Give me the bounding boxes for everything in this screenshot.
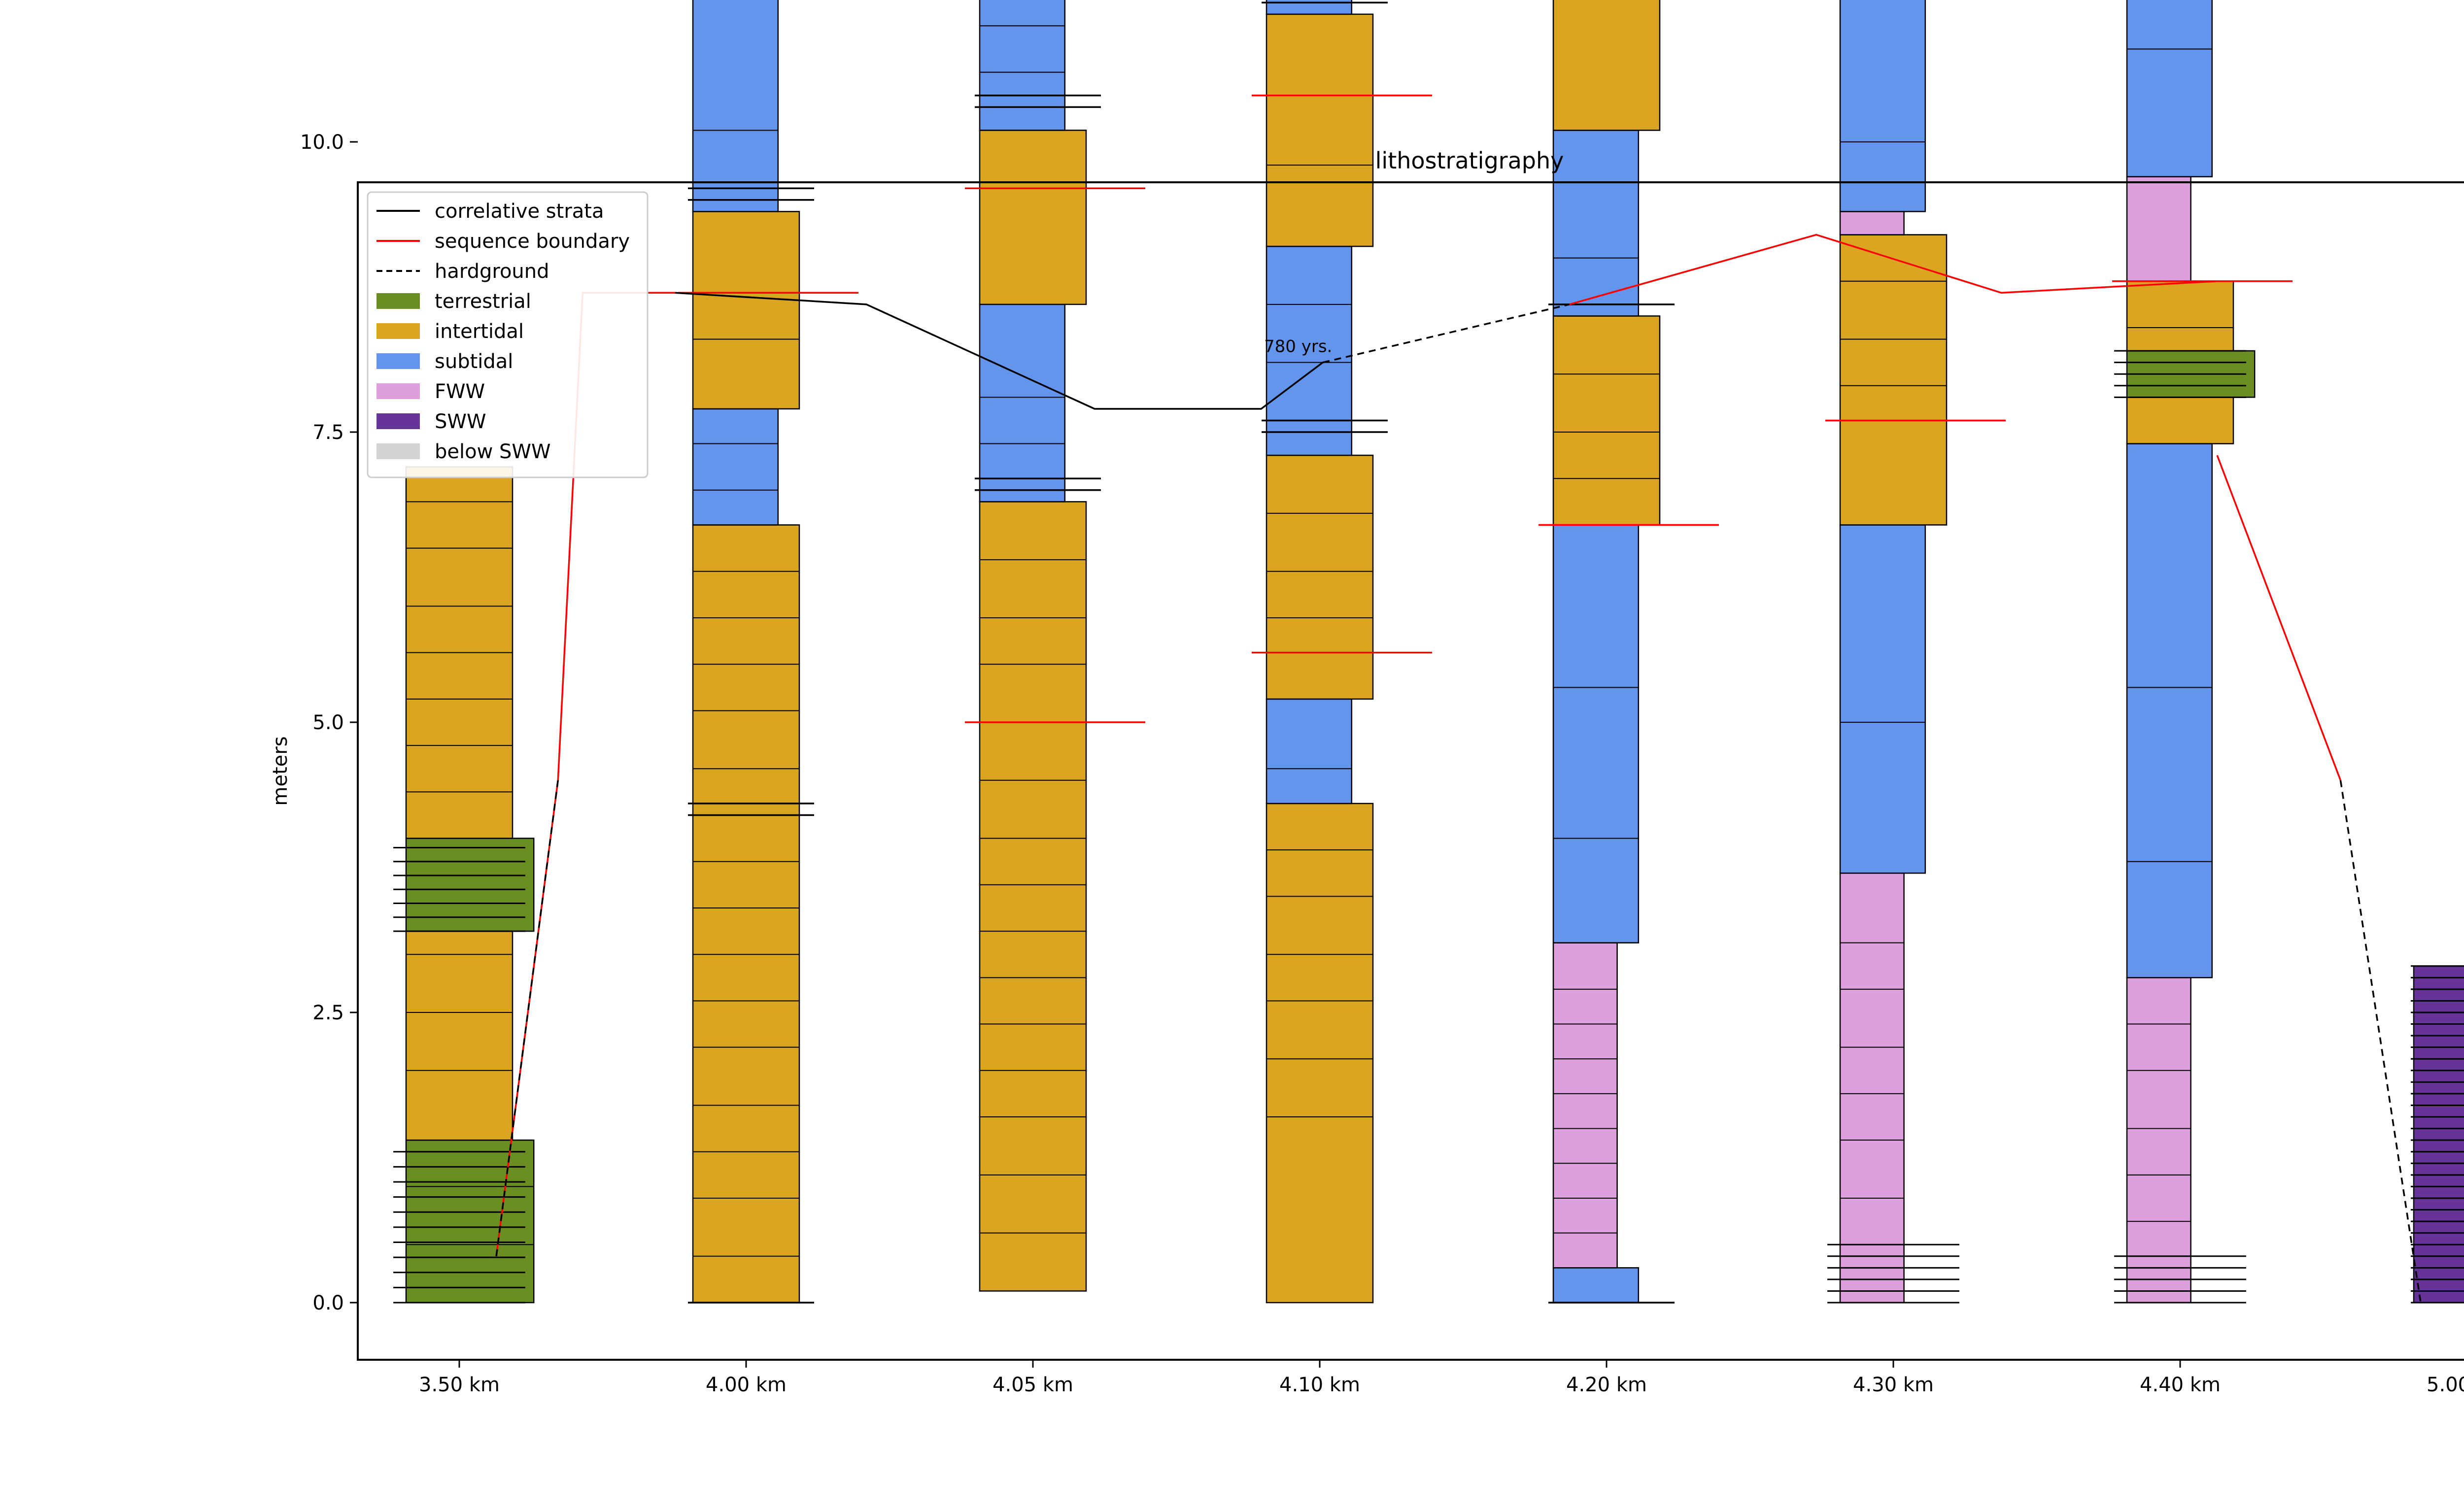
legend-patch-swatch (376, 293, 420, 309)
x-tick-label: 4.40 km (2140, 1374, 2221, 1396)
legend-label: SWW (435, 410, 486, 433)
strat-column (393, 466, 535, 1304)
hardground-correlation-line (1322, 303, 1570, 364)
legend-label: correlative strata (435, 200, 604, 223)
facies-unit (405, 838, 535, 932)
strat-column (2411, 965, 2464, 1304)
legend-patch-swatch (376, 323, 420, 339)
facies-unit (1552, 0, 1661, 131)
y-axis-label: meters (269, 736, 292, 806)
x-tick-label: 4.20 km (1566, 1374, 1647, 1396)
facies-unit (979, 501, 1087, 1292)
facies-unit (2126, 977, 2191, 1304)
hardground-correlation-line (495, 780, 559, 1256)
legend-patch-swatch (376, 383, 420, 399)
hardground-correlation-line (2339, 780, 2422, 1303)
legend-label: terrestrial (435, 290, 531, 313)
legend-label: FWW (435, 380, 485, 403)
correlative-correlation-line (675, 292, 1324, 410)
facies-unit (692, 408, 779, 526)
plot-frame (357, 181, 2464, 1361)
facies-unit (1839, 0, 1926, 212)
plot-area: 780 yrs. (393, 0, 2464, 1304)
facies-unit (1552, 130, 1640, 317)
strat-column (678, 0, 858, 1304)
legend: correlative strata sequence boundary hardg… (367, 191, 649, 478)
legend-entry: below SWW (376, 440, 551, 463)
strat-column (1252, 0, 1432, 1304)
facies-unit (692, 524, 800, 1304)
legend-label: sequence boundary (435, 230, 630, 253)
strat-column (965, 0, 1145, 1292)
legend-label: subtidal (435, 350, 513, 373)
legend-entry: SWW (376, 410, 486, 433)
y-tick-label: 2.5 (312, 1002, 344, 1024)
legend-entry: FWW (376, 380, 485, 403)
facies-unit (2126, 0, 2213, 177)
facies-unit (1266, 454, 1374, 700)
legend-label: below SWW (435, 440, 551, 463)
x-tick-label: 4.30 km (1853, 1374, 1934, 1396)
facies-unit (2126, 443, 2213, 978)
x-tick-label: 3.50 km (419, 1374, 500, 1396)
legend-entry: hardground (376, 260, 549, 283)
legend-entry: correlative strata (376, 200, 604, 223)
axes: 0.02.55.07.510.012.515.017.53.50 km4.00 … (300, 131, 2464, 1396)
facies-unit (1552, 942, 1618, 1269)
x-tick-label: 4.10 km (1279, 1374, 1360, 1396)
facies-unit (405, 1139, 535, 1304)
x-tick-label: 5.00 km (2427, 1374, 2464, 1396)
legend-label: intertidal (435, 320, 524, 343)
facies-unit (692, 0, 779, 212)
legend-patch-swatch (376, 443, 420, 459)
facies-unit (1552, 1267, 1640, 1304)
facies-unit (405, 930, 513, 1141)
facies-unit (979, 130, 1087, 305)
y-tick-label: 5.0 (312, 711, 344, 734)
facies-unit (2126, 280, 2234, 352)
facies-unit (2126, 397, 2234, 444)
facies-unit (1266, 698, 1353, 805)
legend-entry: subtidal (376, 350, 513, 373)
facies-unit (1266, 803, 1374, 1304)
facies-unit (979, 303, 1066, 503)
facies-unit (1839, 524, 1926, 874)
legend-entry: intertidal (376, 320, 524, 343)
legend-patch-swatch (376, 413, 420, 429)
y-tick-label: 7.5 (312, 421, 344, 444)
facies-unit (2413, 965, 2464, 1304)
sequence-correlation-line (2216, 455, 2342, 781)
age-annotation: 780 yrs. (1264, 336, 1332, 356)
facies-unit (1552, 524, 1640, 943)
facies-unit (979, 0, 1066, 131)
x-tick-label: 4.00 km (706, 1374, 787, 1396)
facies-unit (1266, 13, 1374, 247)
strat-column (1539, 0, 1719, 1304)
facies-unit (1839, 234, 1948, 526)
strat-column (2112, 0, 2293, 1304)
sequence-correlation-line (1569, 234, 2218, 305)
y-tick-label: 10.0 (300, 131, 344, 154)
facies-unit (2126, 176, 2191, 282)
facies-unit (1839, 211, 1905, 235)
facies-unit (692, 211, 800, 410)
legend-patch-swatch (376, 353, 420, 369)
strat-column (1825, 0, 2006, 1304)
facies-unit (1839, 873, 1905, 1304)
y-tick-label: 0.0 (312, 1292, 344, 1314)
x-tick-label: 4.05 km (992, 1374, 1073, 1396)
legend-box (367, 191, 649, 478)
chart-title: lithostratigraphy (1375, 147, 1564, 174)
legend-entry: sequence boundary (376, 230, 630, 253)
legend-label: hardground (435, 260, 549, 283)
legend-entry: terrestrial (376, 290, 531, 313)
facies-unit (1552, 315, 1661, 526)
